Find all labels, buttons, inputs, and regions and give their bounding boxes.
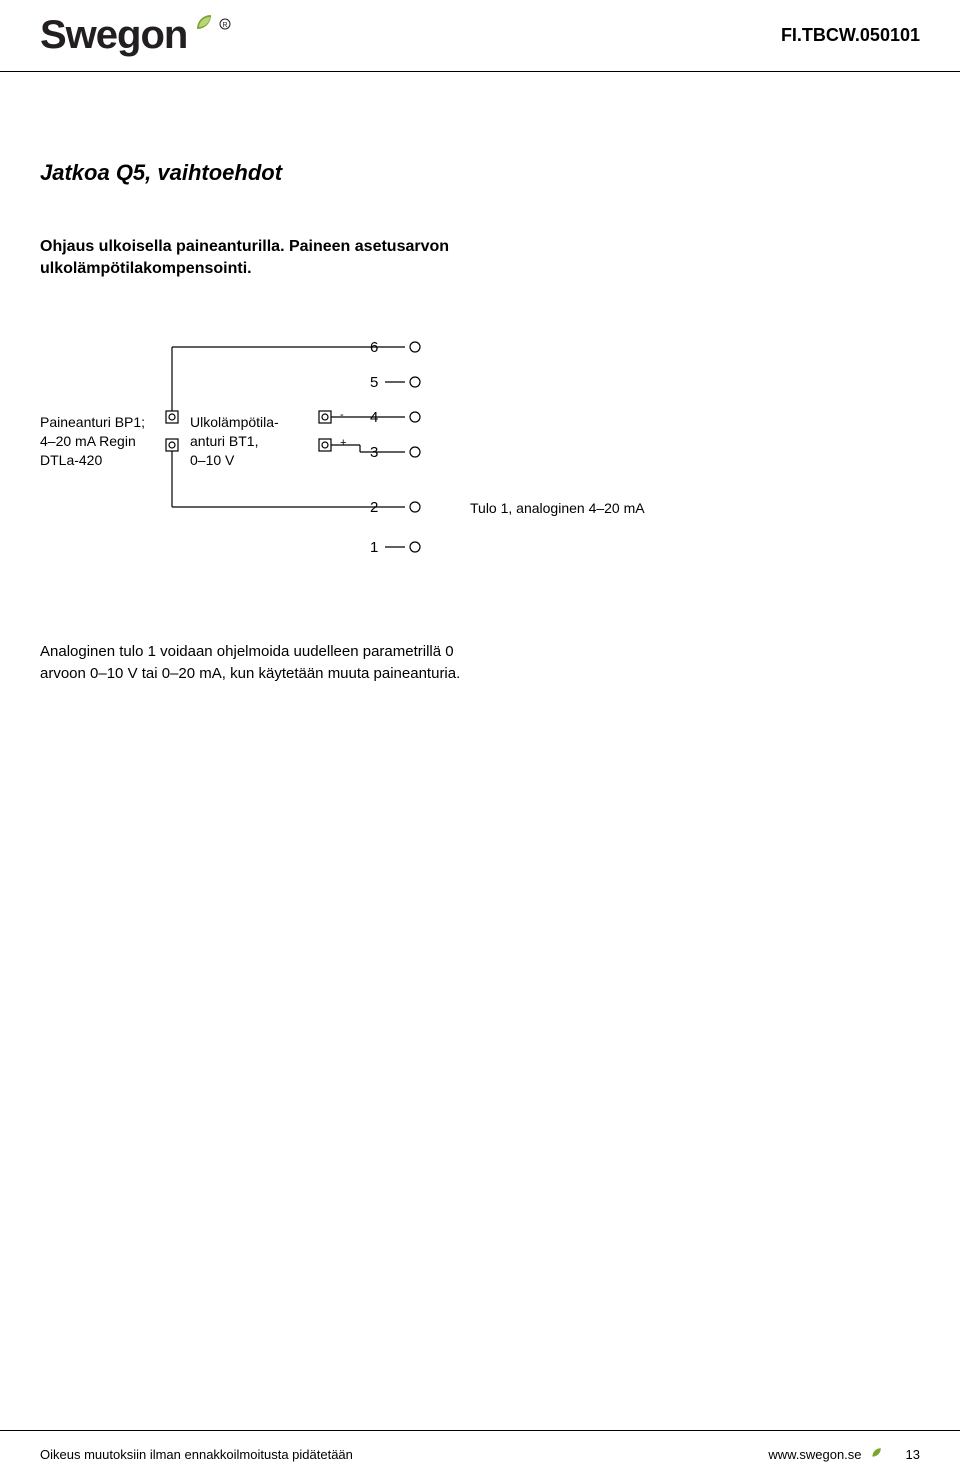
page-header: Swegon R FI.TBCW.050101 bbox=[0, 0, 960, 72]
input-1-label: Tulo 1, analoginen 4–20 mA bbox=[470, 499, 645, 518]
page-subtitle: Ohjaus ulkoisella paineanturilla. Painee… bbox=[40, 236, 460, 281]
footer-disclaimer: Oikeus muutoksiin ilman ennakkoilmoitust… bbox=[40, 1447, 353, 1462]
pin-1-label: 1 bbox=[370, 539, 378, 556]
body-paragraph: Analoginen tulo 1 voidaan ohjelmoida uud… bbox=[40, 641, 480, 685]
document-code: FI.TBCW.050101 bbox=[781, 25, 920, 46]
reg-mark-icon: R bbox=[219, 17, 231, 35]
polarity-plus: + bbox=[340, 437, 346, 449]
leaf-icon bbox=[193, 13, 213, 38]
pin-2-label: 2 bbox=[370, 499, 378, 516]
polarity-minus: - bbox=[340, 409, 344, 421]
leaf-icon bbox=[870, 1447, 882, 1462]
pin-4-label: 4 bbox=[370, 409, 378, 426]
svg-text:R: R bbox=[223, 22, 228, 29]
pin-5-label: 5 bbox=[370, 374, 378, 391]
page-number: 13 bbox=[906, 1447, 920, 1462]
sensor-bt1-label: Ulkolämpötila- anturi BT1, 0–10 V bbox=[190, 413, 300, 470]
pin-6-label: 6 bbox=[370, 339, 378, 356]
logo: Swegon R bbox=[40, 13, 231, 58]
sensor-bp1-label: Paineanturi BP1; 4–20 mA Regin DTLa-420 bbox=[40, 413, 160, 470]
wiring-diagram: Paineanturi BP1; 4–20 mA Regin DTLa-420 … bbox=[70, 321, 710, 591]
logo-text: Swegon bbox=[40, 13, 187, 58]
footer-right: www.swegon.se 13 bbox=[768, 1447, 920, 1462]
page-content: Jatkoa Q5, vaihtoehdot Ohjaus ulkoisella… bbox=[40, 160, 920, 684]
page-footer: Oikeus muutoksiin ilman ennakkoilmoitust… bbox=[0, 1430, 960, 1478]
footer-url: www.swegon.se bbox=[768, 1447, 861, 1462]
page-title: Jatkoa Q5, vaihtoehdot bbox=[40, 160, 920, 186]
pin-3-label: 3 bbox=[370, 444, 378, 461]
